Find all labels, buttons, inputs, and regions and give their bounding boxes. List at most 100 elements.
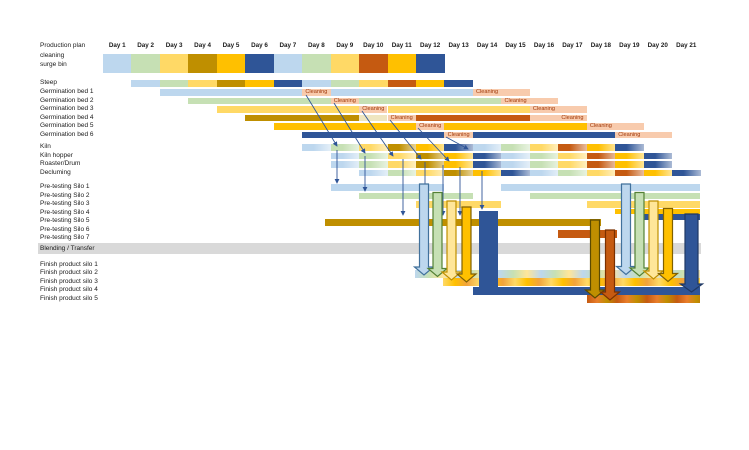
kiln-day-cell xyxy=(586,144,616,151)
germination-bed-6-cleaning-cell xyxy=(444,131,473,138)
kiln-hopper-day-cell xyxy=(643,152,673,159)
surge-bin-day-cell xyxy=(302,53,332,73)
pre-silo-1-bar-b xyxy=(501,184,701,191)
blending-transfer-label: Blending / Transfer xyxy=(40,245,95,252)
surge-bin-day-cell xyxy=(245,53,275,73)
finish-silo-5-bar xyxy=(587,295,700,303)
surge-bin-day-cell xyxy=(159,53,189,73)
germination-bed-6-cleaning-label: Cleaning xyxy=(447,131,470,138)
row-label: Pre-testing Silo 2 xyxy=(40,191,90,199)
finish-silo-2-bar xyxy=(415,270,700,278)
row-label: Finish product silo 2 xyxy=(40,269,98,276)
steep-day-cell xyxy=(273,80,303,87)
row-label: Roaster/Drum xyxy=(40,160,81,167)
row-label: Germination bed 1 xyxy=(40,88,94,95)
roaster-drum-day-cell xyxy=(501,161,531,168)
day-header: Day 16 xyxy=(533,42,555,49)
row-label: Kiln xyxy=(40,143,51,150)
pre-silo-2-bar-b xyxy=(529,192,701,199)
day-header: Day 8 xyxy=(307,42,325,49)
row-label: Steep xyxy=(40,79,57,86)
row-label: Germination bed 4 xyxy=(40,113,94,121)
germination-bed-3-cleaning-cell xyxy=(529,106,587,113)
steep-day-cell xyxy=(330,80,360,87)
pre-silo-3-bar-b xyxy=(586,201,701,208)
kiln-day-cell xyxy=(444,144,474,151)
surge-bin-day-cell xyxy=(387,53,417,73)
row-label: Germination bed 5 xyxy=(40,122,94,129)
surge-bin-day-cell xyxy=(273,53,303,73)
germination-bed-5-cleaning-label: Cleaning xyxy=(589,123,612,129)
row-label: Finish product silo 1 xyxy=(40,260,98,268)
decluming-day-cell xyxy=(501,169,531,176)
surge-bin-day-cell xyxy=(330,53,360,73)
roaster-drum-day-cell xyxy=(643,161,673,168)
pre-silo-6-bar-orange xyxy=(558,230,617,238)
germination-bed-4-bar xyxy=(245,114,360,121)
day-header: Day 12 xyxy=(420,42,441,49)
row-label: Finish product silo 5 xyxy=(40,294,98,302)
germination-bed-1-bar xyxy=(159,89,303,96)
kiln-hopper-day-cell xyxy=(586,152,616,159)
germination-bed-1-cleaning-label: Cleaning xyxy=(476,89,499,95)
roaster-drum-day-cell xyxy=(444,161,474,168)
day-header: Day 4 xyxy=(194,42,211,49)
surge-bin-day-cell xyxy=(415,53,445,73)
day-header: Day 19 xyxy=(619,42,640,49)
germination-bed-4-cleaning-label: Cleaning xyxy=(390,114,413,121)
decluming-day-cell xyxy=(529,169,559,176)
pre-silo-4-bar-darkblue xyxy=(643,214,701,220)
germination-bed-5-cleaning-cell xyxy=(586,123,644,130)
germination-bed-1-cleaning-cell xyxy=(472,89,530,96)
kiln-day-cell xyxy=(615,144,645,151)
blending-transfer-band xyxy=(38,243,701,254)
day-header: Day 6 xyxy=(251,42,268,49)
day-header: Day 10 xyxy=(363,42,384,49)
germination-bed-3-bar xyxy=(387,106,530,113)
roaster-drum-day-cell xyxy=(558,161,588,168)
germination-bed-1-cleaning-label: Cleaning xyxy=(305,89,328,95)
roaster-drum-day-cell xyxy=(472,161,502,168)
row-label: Finish product silo 3 xyxy=(40,277,98,285)
row-label: Pre-testing Silo 3 xyxy=(40,200,90,207)
germination-bed-5-bar xyxy=(444,123,587,130)
row-label: Germination bed 6 xyxy=(40,130,94,138)
row-label: Pre-testing Silo 1 xyxy=(40,183,90,190)
row-label: Germination bed 3 xyxy=(40,105,94,112)
germination-bed-6-cleaning-cell xyxy=(615,131,672,138)
decluming-day-cell xyxy=(415,169,445,176)
day-header: Day 14 xyxy=(476,42,498,49)
kiln-hopper-day-cell xyxy=(615,152,645,159)
pre-silo-1-bar-a xyxy=(330,184,445,191)
surge-bin-day-cell xyxy=(188,53,218,73)
germination-bed-1-cleaning-cell xyxy=(302,89,331,96)
decluming-day-cell xyxy=(643,169,673,176)
decluming-day-cell xyxy=(387,169,417,176)
transfer-arrow-paleyellow-1 xyxy=(440,200,463,281)
day-header: Day 5 xyxy=(222,42,240,49)
kiln-day-cell xyxy=(529,144,559,151)
pre-silo-2-bar-a xyxy=(359,192,473,199)
kiln-hopper-day-cell xyxy=(415,152,445,159)
kiln-hopper-day-cell xyxy=(472,152,502,159)
kiln-day-cell xyxy=(302,144,332,151)
day-header: Day 20 xyxy=(647,42,668,49)
row-label: Production plan xyxy=(40,41,86,49)
roaster-drum-day-cell xyxy=(415,161,445,168)
steep-day-cell xyxy=(131,80,161,87)
steep-day-cell xyxy=(359,80,388,87)
decluming-day-cell xyxy=(359,169,388,176)
decluming-day-cell xyxy=(558,169,588,176)
steep-day-cell xyxy=(245,80,275,87)
roaster-drum-day-cell xyxy=(586,161,616,168)
germination-bed-4-cleaning-cell xyxy=(387,114,416,121)
day-header: Day 3 xyxy=(165,42,183,49)
surge-bin-day-cell xyxy=(216,53,246,73)
kiln-day-cell xyxy=(387,144,417,151)
finish-silo-4-bar xyxy=(473,286,700,295)
steep-day-cell xyxy=(302,80,332,87)
roaster-drum-day-cell xyxy=(615,161,645,168)
day-header: Day 2 xyxy=(137,42,155,49)
roaster-drum-day-cell xyxy=(359,161,388,168)
